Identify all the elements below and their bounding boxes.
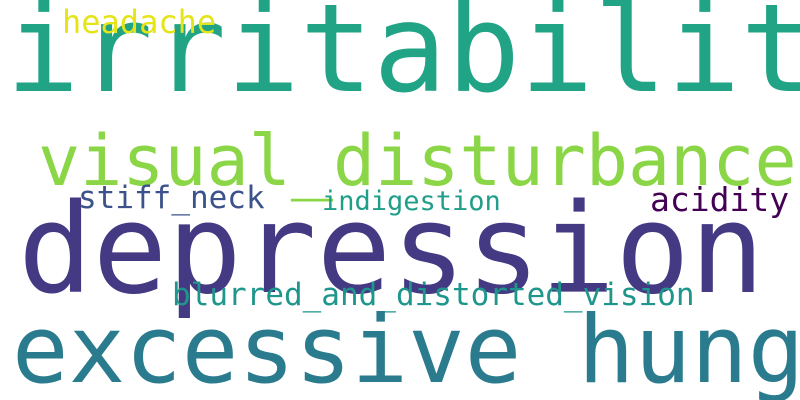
word-irritability: irritability (6, 0, 800, 120)
word-excessive-hunger: excessive_hunger (12, 296, 800, 400)
word-indigestion: indigestion (322, 186, 501, 217)
word-acidity: acidity (650, 180, 790, 219)
word-blurred-and-distorted-vision: blurred_and_distorted_vision (172, 277, 695, 313)
word-stiff-neck: stiff_neck (78, 180, 265, 216)
word-headache: headache (62, 3, 217, 41)
word-depression: depression (18, 178, 765, 322)
word-visual-disturbances: visual_disturbances (38, 120, 800, 202)
